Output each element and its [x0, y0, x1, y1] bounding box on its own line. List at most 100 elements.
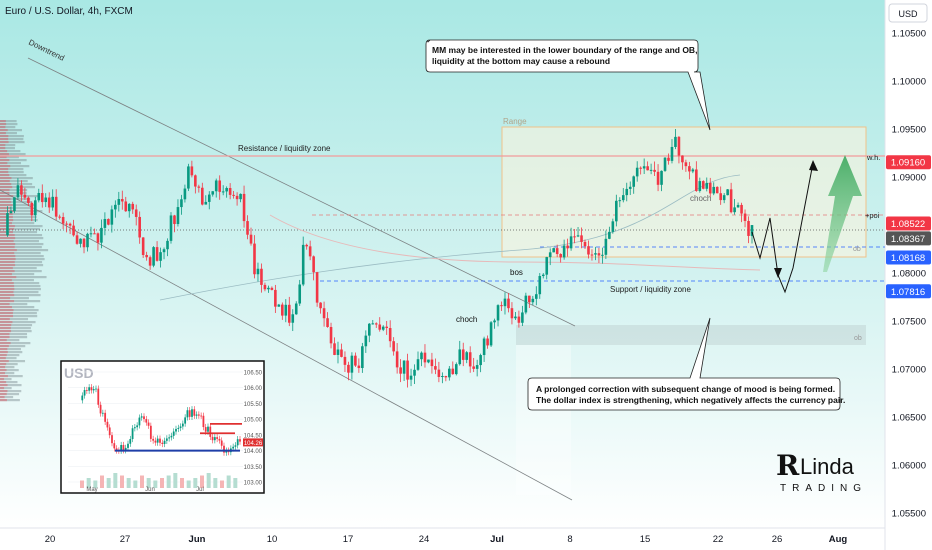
candle-body: [225, 188, 228, 192]
candle-body: [660, 170, 663, 185]
candle-body: [291, 314, 295, 323]
volume-profile-bar: [0, 282, 40, 285]
candle-body: [110, 209, 114, 225]
ma-fast: [159, 174, 741, 301]
volume-profile-bar: [0, 123, 18, 126]
candle-body: [621, 195, 625, 201]
candle-body: [340, 349, 343, 357]
inset-candle-body: [200, 415, 203, 417]
volume-profile-bar: [0, 324, 33, 327]
volume-profile-bar: [0, 141, 25, 144]
price-axis-background: [885, 0, 932, 550]
volume-profile-bar: [0, 225, 43, 228]
ob-lower-label: ob: [854, 335, 862, 342]
candle-body: [715, 186, 719, 194]
ob-lower-zone: [516, 325, 866, 345]
candle-body: [16, 185, 20, 198]
candle-body: [705, 182, 709, 189]
volume-profile-bar-sell: [0, 243, 16, 246]
ob-lower-projection: [516, 345, 571, 495]
inset-candle-body: [99, 404, 102, 414]
candle-body: [583, 241, 587, 247]
candle-body: [180, 199, 183, 208]
candle-body: [61, 217, 65, 224]
inset-candle-body: [120, 444, 123, 451]
candle-body: [531, 298, 535, 303]
candle-body: [37, 193, 41, 201]
price-tag: [886, 231, 931, 246]
candle-body: [562, 245, 566, 258]
volume-profile-bar-sell: [0, 192, 10, 195]
inset-volume-bar: [160, 478, 164, 488]
candle-body: [256, 268, 260, 275]
candle-body: [663, 157, 667, 171]
candle-body: [152, 247, 155, 266]
candle-body: [489, 322, 493, 346]
inset-time-tick: Jul: [196, 487, 204, 493]
inset-volume-bar: [220, 480, 224, 488]
volume-profile-bar-sell: [0, 372, 6, 375]
inset-volume-bar: [233, 478, 238, 488]
volume-profile-bar: [0, 264, 44, 267]
logo-line2: TRADING: [780, 483, 867, 494]
candle-body: [649, 169, 653, 171]
candle-body: [72, 225, 75, 236]
inset-volume-bar: [206, 473, 211, 488]
candle-body: [618, 200, 622, 202]
projection-arrowhead-down: [774, 268, 782, 278]
volume-profile-bar: [0, 156, 19, 159]
inset-candle-body: [156, 438, 159, 443]
inset-candle-body: [127, 443, 129, 448]
inset-volume-bar: [106, 478, 111, 488]
inset-price-tick: 103.00: [244, 481, 263, 487]
inset-volume-bar: [213, 478, 218, 488]
inset-candle-body: [186, 410, 189, 418]
candle-body: [722, 195, 726, 201]
candle-body: [524, 295, 528, 313]
volume-profile-bar-sell: [0, 273, 12, 276]
callout-bottom: A prolonged correction with subsequent c…: [527, 317, 845, 411]
candle-body: [677, 136, 681, 156]
volume-profile-bar-sell: [0, 348, 8, 351]
volume-profile-bar: [0, 318, 29, 321]
currency-button[interactable]: [888, 3, 928, 23]
volume-profile-bar-sell: [0, 249, 17, 252]
inset-candle-body: [234, 445, 237, 447]
inset-candle-body: [177, 427, 180, 429]
volume-profile-bar: [0, 387, 12, 390]
candle-body: [134, 209, 138, 217]
volume-profile-bar: [0, 246, 42, 249]
price-tags: 1.09160 1.08522 1.08367 1.08168 1.07816: [886, 155, 931, 299]
candle-body: [448, 368, 451, 378]
candle-body: [503, 298, 507, 307]
candle-body: [145, 254, 148, 258]
inset-candle-body: [90, 387, 93, 391]
inset-time-tick: May: [86, 487, 97, 493]
volume-profile-bar: [0, 399, 20, 402]
inset-candle-body: [168, 437, 171, 439]
candle-body: [20, 185, 23, 195]
candle-body: [169, 215, 173, 241]
volume-profile-bar-sell: [0, 291, 14, 294]
volume-profile-bar-sell: [0, 378, 5, 381]
volume-profile-bar: [0, 189, 28, 192]
inset-volume-bar: [146, 478, 151, 488]
volume-profile-bar-sell: [0, 309, 14, 312]
inset-candle-body: [111, 435, 113, 444]
candle-body: [573, 236, 576, 238]
time-tick-label: Jun: [189, 534, 206, 545]
time-axis[interactable]: 20 27 Jun 10 17 24 Jul 8 15 22 26 Aug: [45, 534, 848, 545]
inset-candle-body: [172, 431, 175, 436]
price-tick-label: 1.07500: [892, 317, 926, 328]
candle-body: [155, 247, 159, 261]
volume-profile-bar-sell: [0, 390, 8, 393]
candle-body: [82, 238, 86, 248]
callout-bottom-line2: The dollar index is strengthening, which…: [536, 395, 845, 405]
volume-profile-bar: [0, 258, 45, 261]
support-label: Support / liquidity zone: [610, 285, 691, 294]
candle-body: [246, 221, 249, 235]
time-tick-label: Aug: [829, 534, 848, 545]
volume-profile-bar-sell: [0, 165, 11, 168]
inset-price-tick: 104.00: [244, 449, 263, 455]
